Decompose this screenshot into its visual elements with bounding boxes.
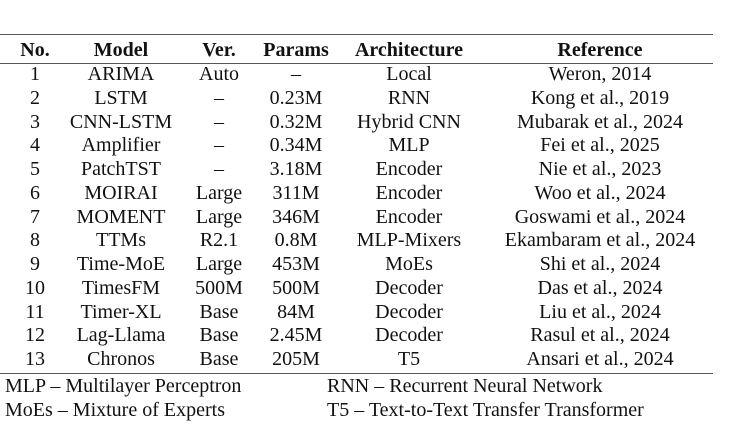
table-cell: CNN-LSTM: [69, 110, 173, 133]
table-cell: LSTM: [94, 86, 148, 109]
table-cell: –: [214, 86, 224, 109]
table-cell: 500M: [272, 276, 320, 299]
table-cell: Rasul et al., 2024: [530, 324, 670, 347]
table-cell: Kong et al., 2019: [530, 86, 670, 109]
table-cell: 311M: [272, 181, 320, 204]
table-cell: Weron, 2014: [548, 63, 652, 85]
table-cell: Liu et al., 2024: [539, 300, 661, 323]
table-cell: 7: [30, 205, 40, 228]
bottom-rule: [0, 373, 713, 374]
table-cell: Decoder: [375, 324, 443, 347]
table-cell: Local: [386, 63, 432, 85]
table-cell: 84M: [277, 300, 315, 323]
table-cell: 3: [30, 110, 40, 133]
table-cell: 13: [25, 348, 45, 370]
table-cell: Base: [199, 324, 239, 347]
table-cell: Encoder: [375, 158, 443, 180]
table-cell: 4: [30, 134, 40, 157]
table-cell: Das et al., 2024: [537, 276, 663, 299]
table-cell: 346M: [272, 205, 320, 228]
footnote: MLP – Multilayer Perceptron: [5, 375, 242, 397]
table-cell: –: [214, 158, 224, 180]
table-cell: PatchTST: [81, 158, 161, 180]
table-cell: ARIMA: [87, 63, 155, 85]
table-cell: 8: [30, 229, 40, 252]
table-cell: Base: [199, 348, 239, 370]
table-cell: Ansari et al., 2024: [526, 348, 674, 370]
table-cell: Chronos: [87, 348, 155, 370]
table-cell: 0.34M: [269, 134, 323, 157]
header-cell: Architecture: [354, 39, 464, 61]
table-cell: Decoder: [375, 300, 443, 323]
table-cell: MoEs: [385, 253, 433, 275]
table-cell: 5: [30, 158, 40, 180]
table-cell: 453M: [272, 253, 320, 275]
table-cell: TTMs: [96, 229, 146, 252]
table-cell: 2.45M: [269, 324, 323, 347]
table-cell: Woo et al., 2024: [534, 181, 666, 204]
table-cell: 2: [30, 86, 40, 109]
table-cell: 500M: [195, 276, 243, 299]
footnote: T5 – Text-to-Text Transfer Transformer: [327, 399, 644, 421]
table-cell: 9: [30, 253, 40, 275]
table-cell: Lag-Llama: [76, 324, 166, 347]
table-cell: –: [214, 134, 224, 157]
table-cell: T5: [397, 348, 421, 370]
table-cell: Amplifier: [81, 134, 161, 157]
table-cell: RNN: [387, 86, 431, 109]
table-cell: 0.8M: [274, 229, 318, 252]
table-cell: 10: [25, 276, 45, 299]
table-cell: 1: [30, 63, 40, 85]
table-cell: Large: [195, 205, 243, 228]
table-cell: MOMENT: [76, 205, 166, 228]
table-cell: Fei et al., 2025: [540, 134, 660, 157]
table-cell: Auto: [199, 63, 239, 85]
table-cell: MOIRAI: [84, 181, 158, 204]
table-cell: 3.18M: [269, 158, 323, 180]
table-cell: 205M: [272, 348, 320, 370]
table-cell: 11: [25, 300, 45, 323]
table-cell: Mubarak et al., 2024: [516, 110, 684, 133]
header-cell: Reference: [557, 39, 643, 61]
table-cell: –: [291, 63, 301, 85]
table-cell: Timer-XL: [80, 300, 162, 323]
table-cell: 0.32M: [269, 110, 323, 133]
table-cell: –: [214, 110, 224, 133]
table-cell: Decoder: [375, 276, 443, 299]
table-cell: Large: [195, 253, 243, 275]
table-cell: Encoder: [375, 181, 443, 204]
header-rule: [0, 63, 713, 64]
table-cell: Base: [199, 300, 239, 323]
table-cell: Ekambaram et al., 2024: [504, 229, 696, 252]
table-cell: 0.23M: [269, 86, 323, 109]
table-cell: R2.1: [199, 229, 239, 252]
table-cell: Goswami et al., 2024: [514, 205, 686, 228]
table-cell: Large: [195, 181, 243, 204]
table-cell: Hybrid CNN: [357, 110, 461, 133]
table-cell: Encoder: [375, 205, 443, 228]
header-cell: No.: [20, 39, 50, 61]
table-cell: 6: [30, 181, 40, 204]
table-cell: 12: [25, 324, 45, 347]
table-cell: TimesFM: [81, 276, 161, 299]
footnote: MoEs – Mixture of Experts: [5, 399, 225, 421]
header-cell: Params: [263, 39, 329, 61]
top-rule: [0, 34, 713, 35]
table-cell: Shi et al., 2024: [539, 253, 661, 275]
footnote: RNN – Recurrent Neural Network: [327, 375, 603, 397]
header-cell: Ver.: [202, 39, 236, 61]
table-cell: Nie et al., 2023: [538, 158, 662, 180]
table-cell: MLP: [388, 134, 430, 157]
table-cell: Time-MoE: [76, 253, 166, 275]
table-cell: MLP-Mixers: [356, 229, 462, 252]
header-cell: Model: [93, 39, 149, 61]
